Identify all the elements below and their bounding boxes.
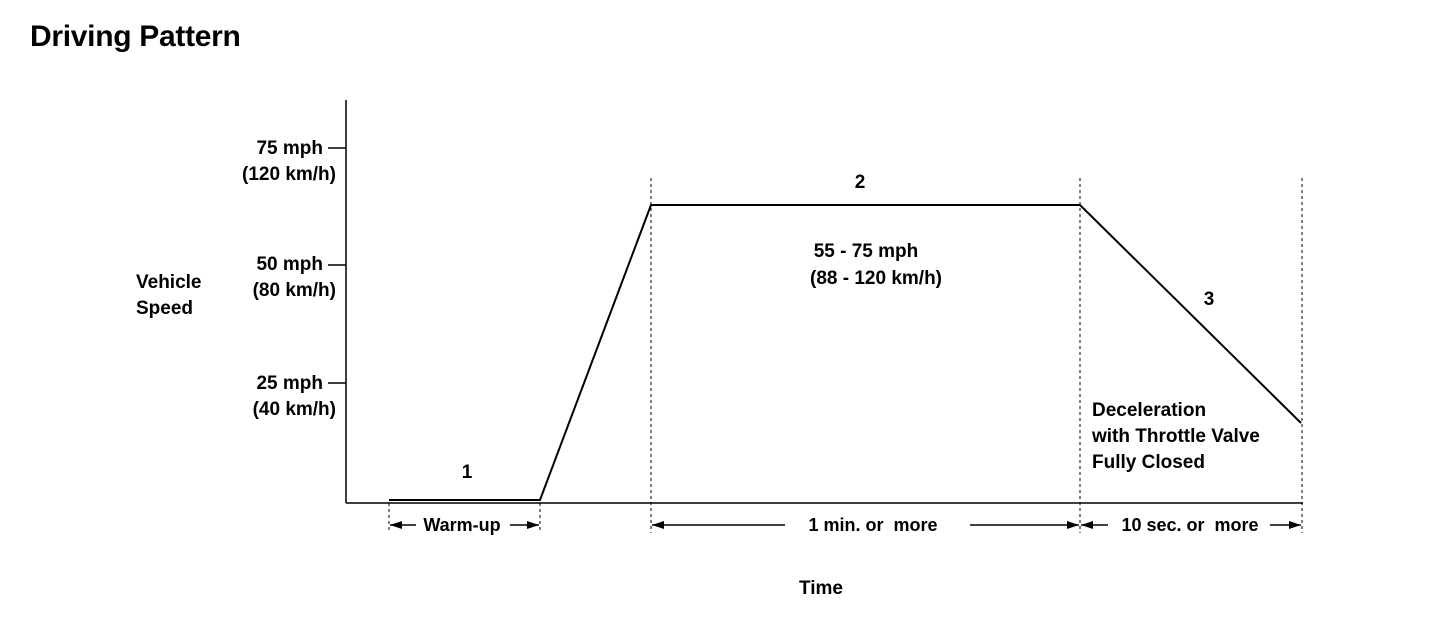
phase-3-note-line2: with Throttle Valve (1091, 426, 1260, 447)
y-tick-25-mph: 25 mph (256, 373, 323, 394)
y-tick-50-kmh: (80 km/h) (253, 280, 336, 301)
x-axis-label: Time (799, 578, 843, 599)
phase-3-duration: 10 sec. or more (1121, 515, 1258, 535)
phase-2-speed-mph: 55 - 75 mph (814, 241, 919, 262)
phase-3-number: 3 (1204, 289, 1215, 310)
y-tick-75-kmh: (120 km/h) (242, 164, 336, 185)
phase-3-note-line3: Fully Closed (1092, 452, 1205, 473)
phase-2-number: 2 (855, 172, 866, 193)
y-axis-label-line1: Vehicle (136, 272, 202, 293)
phase-1-number: 1 (462, 462, 473, 483)
phase-1-duration: Warm-up (423, 515, 500, 535)
phase-3-note-line1: Deceleration (1092, 400, 1206, 421)
y-tick-50-mph: 50 mph (256, 254, 323, 275)
phase-2-speed-kmh: (88 - 120 km/h) (810, 268, 942, 289)
page-title: Driving Pattern (30, 20, 241, 53)
phase-2-duration: 1 min. or more (808, 515, 937, 535)
y-tick-75-mph: 75 mph (256, 138, 323, 159)
y-tick-25-kmh: (40 km/h) (253, 399, 336, 420)
y-axis-label-line2: Speed (136, 298, 193, 319)
